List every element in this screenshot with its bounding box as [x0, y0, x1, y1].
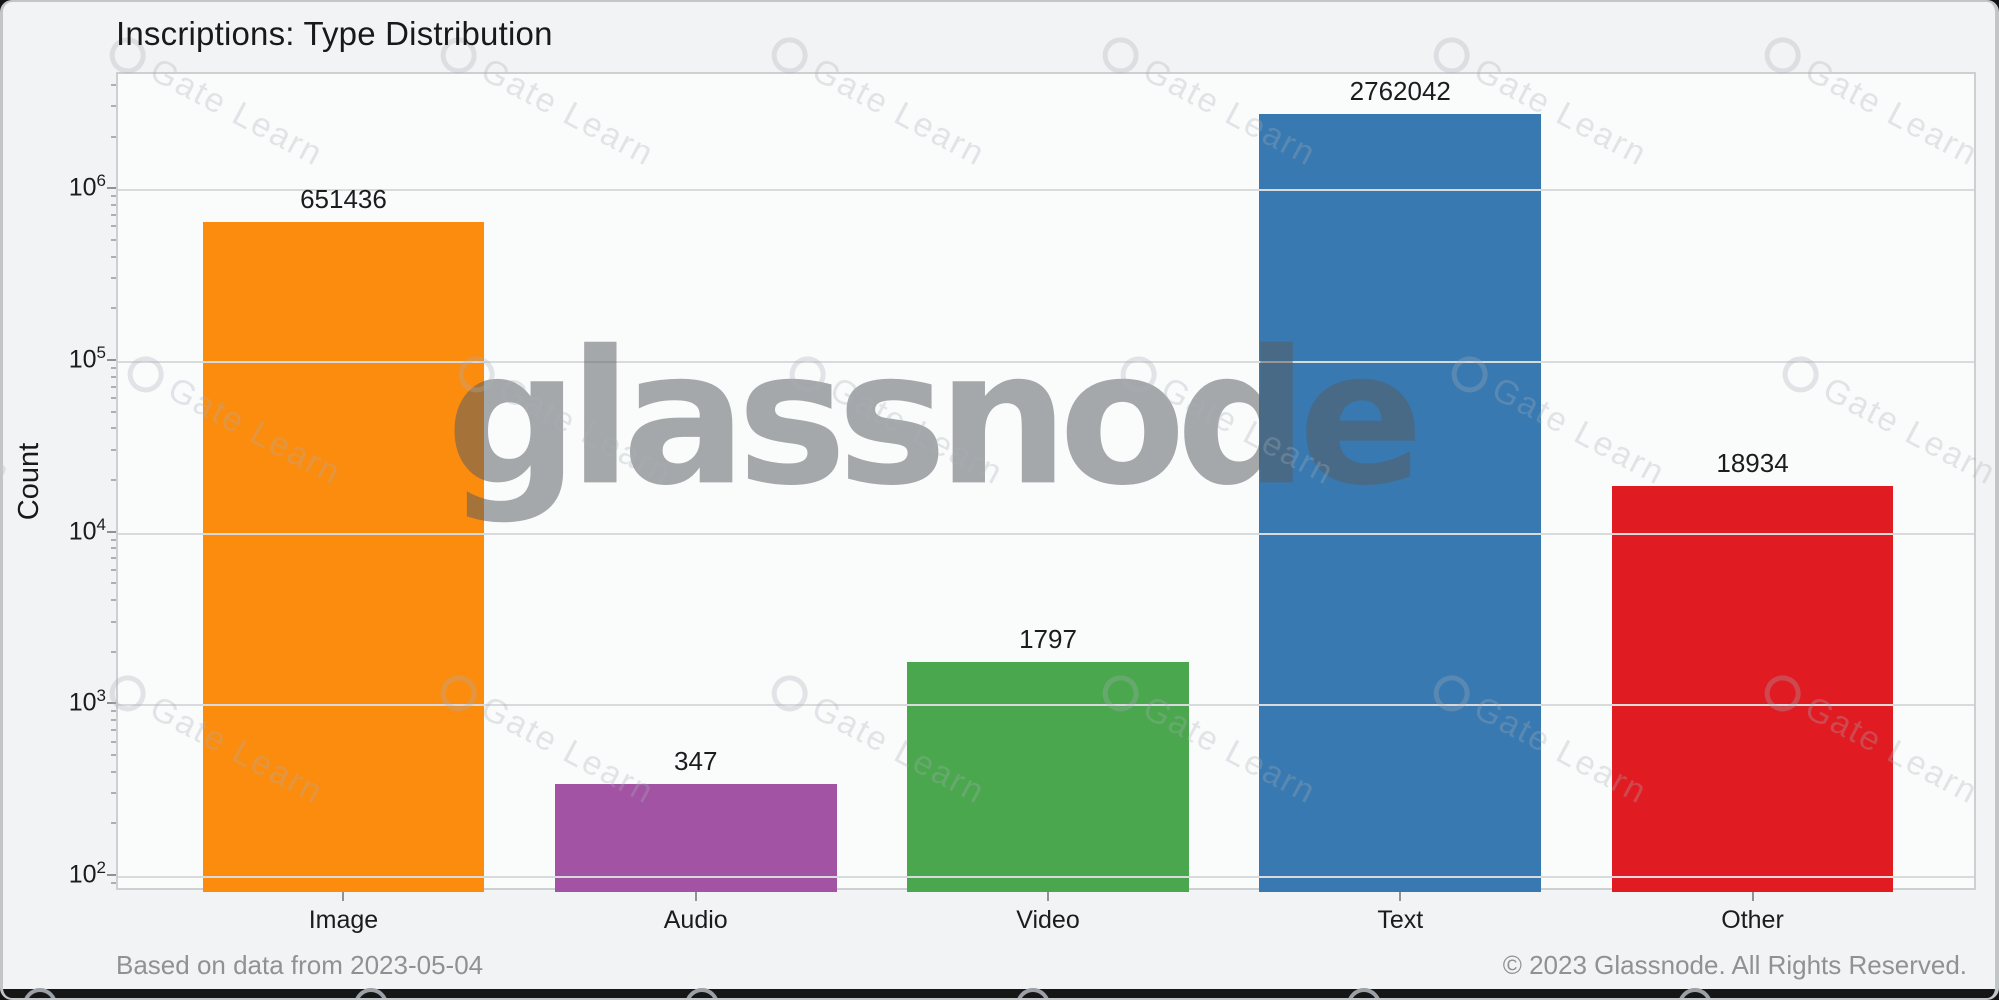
- y-tick-mark-1e4: [107, 530, 116, 533]
- value-label-text: 2762042: [1349, 76, 1451, 107]
- y-minor-tick: [111, 105, 116, 108]
- value-label-image: 651436: [300, 184, 387, 215]
- bar-image: [202, 222, 485, 892]
- y-minor-tick: [111, 620, 116, 623]
- footer-copyright: © 2023 Glassnode. All Rights Reserved.: [1502, 950, 1967, 980]
- y-minor-tick: [111, 770, 116, 773]
- footer-data-source: Based on data from 2023-05-04: [116, 950, 484, 980]
- plot-area: 651436 Image 347 Audio 1797 Video 2762042 Text 1…: [116, 72, 1976, 934]
- x-tick-label-text: Text: [1377, 906, 1424, 934]
- bar-other: [1611, 486, 1894, 892]
- gridline-1e6: [118, 189, 1974, 192]
- y-minor-tick: [111, 710, 116, 713]
- bottom-strip: [3, 989, 1995, 998]
- y-minor-tick: [111, 135, 116, 138]
- y-minor-tick: [111, 538, 116, 541]
- y-minor-tick: [111, 479, 116, 481]
- y-minor-tick: [111, 307, 116, 310]
- bar-audio: [554, 784, 837, 892]
- y-minor-tick: [111, 582, 116, 585]
- y-minor-tick: [111, 448, 116, 451]
- y-minor-tick: [111, 599, 116, 602]
- x-tick-mark-text: [1399, 892, 1402, 901]
- x-tick-label-other: Other: [1721, 906, 1784, 934]
- bar-text: [1259, 114, 1542, 892]
- y-minor-tick: [111, 650, 116, 653]
- y-minor-tick: [111, 83, 116, 86]
- y-minor-tick: [111, 238, 116, 241]
- y-minor-tick: [111, 740, 116, 743]
- y-tick-label-1e5: 105: [68, 342, 106, 374]
- y-minor-tick: [111, 195, 116, 198]
- bar-video: [907, 661, 1189, 892]
- y-tick-label-1e6: 106: [68, 171, 106, 202]
- x-tick-label-audio: Audio: [663, 906, 728, 934]
- y-minor-tick: [111, 203, 116, 206]
- y-minor-tick: [111, 822, 116, 825]
- y-minor-tick: [111, 729, 116, 732]
- y-minor-tick: [111, 719, 116, 722]
- gridline-1e3: [118, 704, 1974, 707]
- x-tick-mark-other: [1751, 892, 1754, 901]
- gridline-1e4: [118, 532, 1974, 535]
- page-title: Inscriptions: Type Distribution: [116, 15, 553, 52]
- y-minor-tick: [111, 385, 116, 388]
- x-tick-mark-video: [1047, 892, 1049, 901]
- y-minor-tick: [111, 397, 116, 400]
- y-tick-label-1e3: 103: [68, 686, 106, 717]
- glassnode-watermark: glassnode: [446, 310, 1424, 527]
- y-minor-tick: [111, 225, 116, 228]
- y-minor-tick: [111, 547, 116, 550]
- y-minor-tick: [111, 882, 116, 885]
- y-minor-tick: [111, 277, 116, 280]
- gridline-1e2: [118, 876, 1974, 879]
- x-tick-label-image: Image: [308, 906, 379, 934]
- y-minor-tick: [111, 213, 116, 216]
- x-tick-mark-image: [342, 892, 345, 901]
- y-minor-tick: [111, 255, 116, 258]
- gridline-1e5: [118, 360, 1974, 363]
- y-tick-label-1e2: 102: [68, 858, 106, 889]
- y-minor-tick: [111, 375, 116, 378]
- value-label-audio: 347: [674, 746, 718, 777]
- y-tick-mark-1e6: [107, 187, 116, 190]
- y-minor-tick: [111, 366, 116, 369]
- y-tick-mark-1e5: [107, 358, 116, 361]
- y-tick-mark-1e2: [107, 874, 116, 877]
- y-minor-tick: [111, 557, 116, 560]
- y-minor-tick: [111, 754, 116, 757]
- x-tick-mark-audio: [694, 892, 697, 901]
- y-tick-mark-1e3: [107, 702, 116, 705]
- y-minor-tick: [111, 568, 116, 571]
- y-minor-tick: [111, 427, 116, 430]
- y-minor-tick: [111, 792, 116, 795]
- y-minor-tick: [111, 410, 116, 413]
- value-label-other: 18934: [1716, 448, 1789, 479]
- x-tick-label-video: Video: [1016, 906, 1080, 934]
- value-label-video: 1797: [1019, 623, 1077, 654]
- y-tick-label-1e4: 104: [68, 514, 106, 546]
